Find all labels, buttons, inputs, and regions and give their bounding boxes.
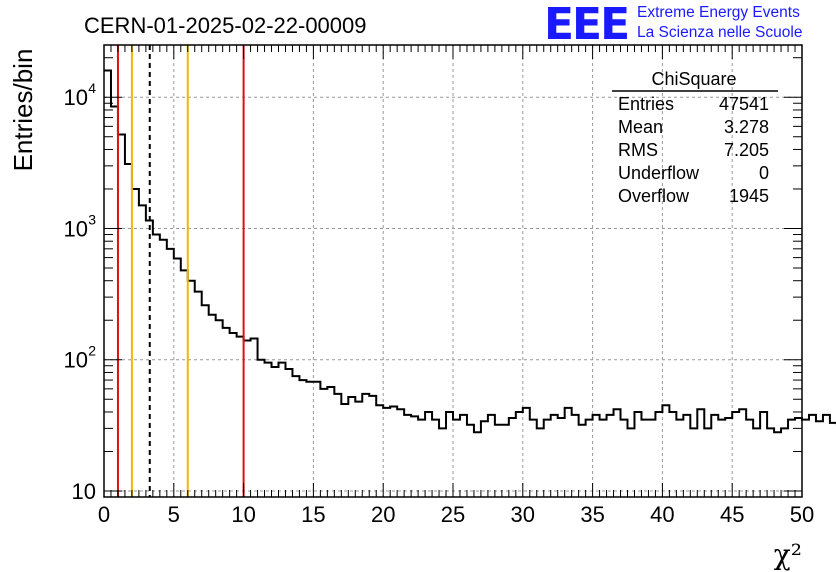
x-axis-label: χ² [774, 538, 802, 571]
reference-lines [116, 45, 245, 497]
x-tick-label: 35 [580, 502, 604, 527]
y-tick-label: 10 [72, 479, 96, 504]
logo-line-1: Extreme Energy Events [637, 4, 800, 21]
x-tick-label: 45 [720, 502, 744, 527]
x-tick-label: 30 [511, 502, 535, 527]
y-tick-exponent: 3 [88, 211, 96, 227]
logo-line-2: La Scienza nelle Scuole [637, 24, 803, 41]
x-tick-label: 0 [98, 502, 110, 527]
stats-value: 1945 [729, 186, 769, 206]
x-tick-label: 10 [231, 502, 255, 527]
y-tick-label: 10 [64, 85, 88, 110]
histogram [104, 69, 836, 434]
stats-label: RMS [618, 140, 658, 160]
x-tick-label: 5 [168, 502, 180, 527]
x-tick-label: 25 [441, 502, 465, 527]
y-tick-exponent: 4 [88, 80, 96, 96]
x-tick-label: 50 [790, 502, 814, 527]
x-tick-label: 20 [371, 502, 395, 527]
histogram-line [104, 69, 836, 434]
stats-label: Underflow [618, 163, 700, 183]
stats-value: 3.278 [724, 117, 769, 137]
y-tick-exponent: 2 [88, 343, 96, 359]
y-tick-label: 10 [64, 348, 88, 373]
stats-title: ChiSquare [651, 69, 736, 89]
x-tick-label: 40 [650, 502, 674, 527]
stats-label: Mean [618, 117, 663, 137]
stats-value: 0 [759, 163, 769, 183]
stats-label: Entries [618, 94, 674, 114]
y-tick-label: 10 [64, 216, 88, 241]
chart-title: CERN-01-2025-02-22-00009 [84, 13, 367, 38]
stats-label: Overflow [618, 186, 690, 206]
stats-value: 7.205 [724, 140, 769, 160]
y-axis-label: Entries/bin [8, 49, 38, 172]
eee-logo: EEE [544, 0, 630, 50]
stats-box: ChiSquare Entries 47541 Mean 3.278 RMS 7.205 Un… [612, 69, 778, 206]
stats-value: 47541 [719, 94, 769, 114]
axis-ticks [103, 45, 803, 497]
x-tick-label: 15 [301, 502, 325, 527]
